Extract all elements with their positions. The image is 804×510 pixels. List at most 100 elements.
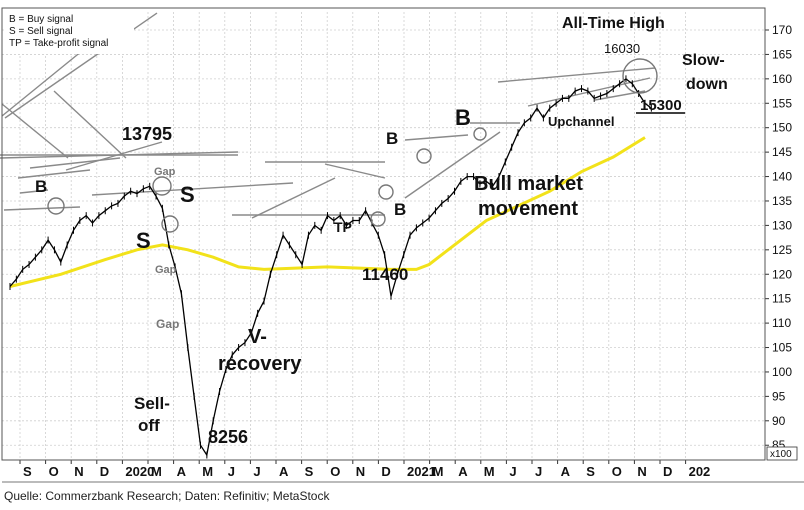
annotation-buy-2: B	[394, 200, 406, 219]
plot-frame	[1, 7, 766, 461]
annotation-buy-4: B	[455, 105, 471, 130]
trendline	[497, 67, 656, 83]
y-tick-label: 140	[772, 170, 792, 184]
x-tick-label: N	[74, 464, 83, 479]
trendline	[404, 134, 469, 141]
trendline	[1, 103, 69, 159]
annotation-take-profit: TP	[334, 219, 352, 235]
price-line	[9, 78, 652, 457]
x-tick-label: N	[637, 464, 646, 479]
signal-circle	[152, 176, 172, 196]
x-tick-label: J	[228, 464, 235, 479]
trendline	[29, 157, 121, 169]
y-tick-label: 165	[772, 47, 792, 61]
signal-circle	[161, 215, 179, 233]
y-tick-label: 90	[772, 414, 786, 428]
trendline	[19, 189, 49, 194]
trendline	[251, 177, 336, 219]
y-tick-label: 130	[772, 218, 792, 232]
y-tick-label: 100	[772, 365, 792, 379]
annotation-ath-title: All-Time High	[562, 15, 665, 32]
x-tick-label: M	[202, 464, 213, 479]
signal-circle	[473, 127, 487, 141]
annotation-selloff-b: off	[138, 416, 160, 435]
chart-background	[0, 0, 804, 486]
y-tick-label: 155	[772, 96, 792, 110]
y-tick-label: 105	[772, 341, 792, 355]
x-tick-label: A	[279, 464, 289, 479]
x-tick-label: A	[561, 464, 571, 479]
trendline	[91, 182, 294, 196]
x-tick-label: S	[586, 464, 595, 479]
legend-line: S = Sell signal	[9, 26, 73, 37]
annotation-buy-3: B	[386, 129, 398, 148]
legend-line: B = Buy signal	[9, 14, 73, 25]
legend-line: TP = Take-profit signal	[9, 38, 108, 49]
x-tick-label: D	[381, 464, 390, 479]
annotation-gap-1: Gap	[154, 166, 176, 178]
x-tick-label: M	[484, 464, 495, 479]
annotation-level-high-2021: 16030	[604, 41, 640, 56]
x-tick-label: O	[612, 464, 622, 479]
x-tick-label: N	[356, 464, 365, 479]
y-tick-label: 150	[772, 121, 792, 135]
annotation-level-high-2020: 13795	[122, 124, 172, 144]
annotation-vrec-a: V-	[248, 326, 267, 348]
x-tick-label: J	[535, 464, 542, 479]
annotation-sell-1: S	[180, 182, 195, 207]
trendlines	[0, 12, 656, 219]
y-tick-label: 115	[772, 292, 791, 306]
moving-average-layer	[9, 136, 646, 288]
y-tick-label: 125	[772, 243, 792, 257]
x-tick-label: A	[177, 464, 187, 479]
x-tick-label: O	[330, 464, 340, 479]
x-tick-label: 2021	[407, 464, 436, 479]
annotation-selloff-a: Sell-	[134, 394, 170, 413]
annotation-gap-2: Gap	[155, 264, 177, 276]
trendline	[3, 206, 81, 211]
y-unit-label: x100	[770, 449, 792, 460]
moving-average-line	[9, 136, 646, 288]
annotation-upchannel: Upchannel	[548, 114, 614, 129]
annotation-buy-1: B	[35, 177, 47, 196]
x-tick-label: 2020	[125, 464, 154, 479]
y-tick-label: 160	[772, 72, 792, 86]
trendline	[17, 169, 91, 179]
annotation-bull-b: movement	[478, 198, 578, 220]
x-tick-label: M	[151, 464, 162, 479]
signal-circle	[622, 58, 658, 94]
x-tick-label: J	[253, 464, 260, 479]
annotation-slowdown-b: down	[686, 76, 728, 93]
grid-layer	[2, 12, 765, 460]
annotation-bull-a: Bull market	[474, 173, 583, 195]
x-tick-label: J	[509, 464, 516, 479]
signal-circle	[416, 148, 432, 164]
legend-box	[6, 10, 134, 54]
unit-box	[766, 446, 798, 461]
x-tick-label: D	[100, 464, 109, 479]
y-tick-label: 110	[772, 316, 791, 330]
annotation-level-low-2020: 8256	[208, 427, 248, 447]
x-tick-label: O	[49, 464, 59, 479]
signal-circle	[47, 197, 65, 215]
source-note: Quelle: Commerzbank Research; Daten: Ref…	[4, 489, 330, 503]
stock-chart: 8590951001051101151201251301351401451501…	[0, 0, 804, 486]
signal-circle	[378, 184, 394, 200]
annotation-gap-3: Gap	[156, 317, 179, 331]
x-tick-label: S	[305, 464, 314, 479]
signal-circle	[370, 211, 386, 227]
trendline	[404, 131, 501, 199]
x-tick-label: M	[433, 464, 444, 479]
y-tick-label: 145	[772, 145, 792, 159]
y-tick-label: 135	[772, 194, 792, 208]
y-tick-label: 170	[772, 23, 792, 37]
x-tick-label: D	[663, 464, 672, 479]
annotation-slowdown-a: Slow-	[682, 52, 725, 69]
trendline	[324, 163, 386, 179]
trendline	[0, 151, 239, 159]
trendline	[53, 90, 127, 159]
trendline	[65, 141, 163, 171]
signal-circles	[47, 58, 658, 233]
x-tick-label: 202	[689, 464, 711, 479]
